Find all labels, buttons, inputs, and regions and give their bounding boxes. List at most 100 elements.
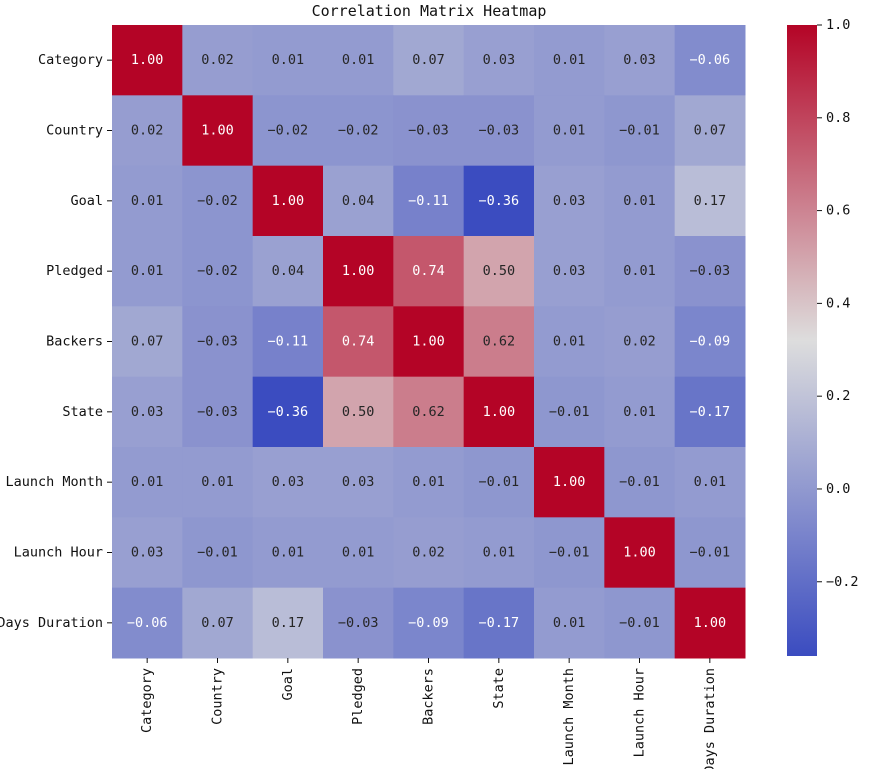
row-label: Category <box>38 52 103 68</box>
heatmap-cell <box>393 95 465 167</box>
heatmap-cell <box>252 235 324 307</box>
cell-value-label: 0.01 <box>201 474 234 490</box>
cell-value-label: 0.01 <box>553 333 586 349</box>
cell-value-label: −0.06 <box>690 52 731 68</box>
heatmap-cell <box>252 446 324 518</box>
cell-value-label: 0.03 <box>342 474 375 490</box>
heatmap-cell <box>463 95 535 167</box>
cell-value-label: −0.11 <box>268 333 309 349</box>
heatmap-cell <box>182 306 254 378</box>
heatmap-cell <box>533 25 605 96</box>
cell-value-label: 0.50 <box>342 404 375 420</box>
heatmap-cell <box>463 306 535 378</box>
cell-value-label: −0.02 <box>338 122 379 138</box>
heatmap-cell <box>463 376 535 448</box>
cell-value-label: 0.04 <box>272 263 305 279</box>
cell-value-label: −0.17 <box>690 404 731 420</box>
heatmap-cell <box>604 25 676 96</box>
heatmap-cell <box>112 165 183 237</box>
heatmap-cell <box>674 235 746 307</box>
heatmap-cell <box>393 235 465 307</box>
heatmap-cell <box>604 446 676 518</box>
heatmap-cell <box>252 306 324 378</box>
heatmap-cell <box>252 376 324 448</box>
heatmap-cell <box>674 95 746 167</box>
cell-value-label: 0.17 <box>272 615 305 631</box>
column-label: Days Duration <box>702 668 718 769</box>
cell-value-label: 0.03 <box>272 474 305 490</box>
cell-value-label: 0.17 <box>694 193 727 209</box>
cell-value-label: 0.03 <box>483 52 516 68</box>
cell-value-label: 0.02 <box>131 122 164 138</box>
heatmap-cell <box>182 95 254 167</box>
cell-value-label: 1.00 <box>483 404 516 420</box>
heatmap-cell <box>322 25 394 96</box>
cell-value-label: 0.01 <box>553 122 586 138</box>
cell-value-label: 0.74 <box>412 263 445 279</box>
heatmap-cell <box>533 376 605 448</box>
heatmap-cell <box>182 517 254 589</box>
cell-value-label: −0.01 <box>690 544 731 560</box>
cell-value-label: −0.03 <box>338 615 379 631</box>
cell-value-label: 1.00 <box>342 263 375 279</box>
heatmap-cell <box>182 376 254 448</box>
cell-value-label: −0.03 <box>479 122 520 138</box>
cell-value-label: 0.02 <box>623 333 656 349</box>
cell-value-label: 0.62 <box>412 404 445 420</box>
cell-value-label: 0.01 <box>623 404 656 420</box>
heatmap-cell <box>674 446 746 518</box>
cell-value-label: 0.01 <box>623 263 656 279</box>
heatmap-cell <box>112 235 183 307</box>
heatmap-cell <box>533 165 605 237</box>
cell-value-label: 0.03 <box>553 193 586 209</box>
column-label: Country <box>209 668 225 725</box>
cell-value-label: 1.00 <box>272 193 305 209</box>
row-label: Pledged <box>46 263 103 279</box>
heatmap-cell <box>322 306 394 378</box>
heatmap-cell <box>604 235 676 307</box>
column-label: State <box>491 668 507 709</box>
cell-value-label: 0.01 <box>342 52 375 68</box>
heatmap-cell <box>322 95 394 167</box>
cell-value-label: −0.01 <box>619 122 660 138</box>
column-label: Category <box>139 668 155 733</box>
heatmap-cell <box>533 306 605 378</box>
row-label: Goal <box>70 193 103 209</box>
cell-value-label: 0.50 <box>483 263 516 279</box>
cell-value-label: −0.06 <box>127 615 168 631</box>
cell-value-label: 1.00 <box>412 333 445 349</box>
row-label: Country <box>46 122 103 138</box>
heatmap-cell <box>322 165 394 237</box>
cell-value-label: −0.03 <box>197 333 238 349</box>
heatmap-cell <box>393 306 465 378</box>
heatmap-cell <box>604 165 676 237</box>
heatmap-cell <box>393 165 465 237</box>
cell-value-label: −0.01 <box>549 544 590 560</box>
cell-value-label: 1.00 <box>201 122 234 138</box>
cell-value-label: −0.36 <box>268 404 309 420</box>
cell-value-label: −0.01 <box>197 544 238 560</box>
heatmap-cell <box>674 517 746 589</box>
heatmap-cells: 1.00 0.02 0.01 0.01 0.07 0.03 0.01 0.03 −0.06 0.0… <box>112 25 746 659</box>
heatmap-cell <box>463 446 535 518</box>
cell-value-label: −0.09 <box>408 615 449 631</box>
heatmap-cell <box>604 306 676 378</box>
cell-value-label: 0.01 <box>342 544 375 560</box>
heatmap-cell <box>604 587 676 659</box>
column-label: Goal <box>280 668 296 701</box>
chart-title: Correlation Matrix Heatmap <box>312 2 547 20</box>
cell-value-label: 0.01 <box>623 193 656 209</box>
cell-value-label: 0.07 <box>201 615 234 631</box>
colorbar <box>787 25 817 656</box>
cell-value-label: −0.01 <box>479 474 520 490</box>
heatmap-cell <box>463 517 535 589</box>
heatmap-cell <box>533 235 605 307</box>
heatmap-cell <box>252 587 324 659</box>
heatmap-cell <box>604 376 676 448</box>
column-label: Backers <box>420 668 436 725</box>
cell-value-label: −0.02 <box>268 122 309 138</box>
cell-value-label: −0.01 <box>619 474 660 490</box>
heatmap-cell <box>252 95 324 167</box>
heatmap-cell <box>674 376 746 448</box>
